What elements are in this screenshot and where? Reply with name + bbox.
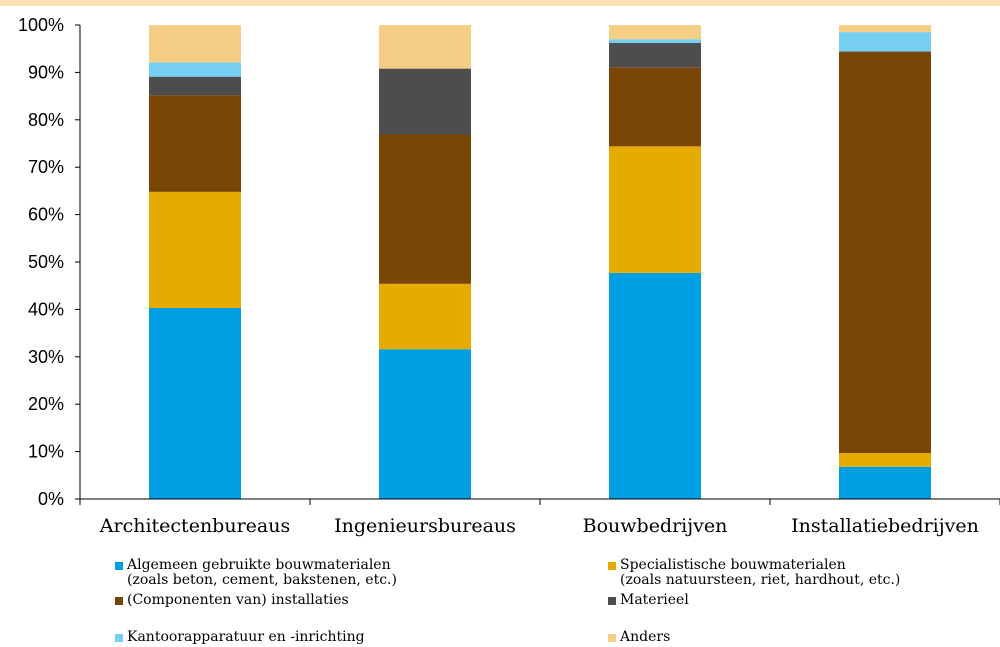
bar-segment-4-series-2: [839, 453, 931, 467]
x-tick-label: Architectenbureaus: [99, 515, 290, 537]
legend-label: (Componenten van) installaties: [127, 592, 349, 608]
axes-group: 0% 10% 20% 30% 40% 50% 60% 70% 80% 90% 100% Archite…: [18, 15, 1000, 537]
legend-swatch: [608, 634, 616, 642]
legend-swatch: [608, 562, 616, 570]
bar-segment-3-series-6: [609, 25, 701, 40]
legend-label: Materieel: [620, 592, 689, 608]
bar-segment-2-series-6: [379, 25, 471, 69]
y-tick-label: 100%: [18, 15, 64, 35]
bar-segment-3-series-5: [609, 39, 701, 44]
y-tick-label: 50%: [28, 252, 64, 272]
y-tick-label: 90%: [28, 62, 64, 82]
bar-segment-3-series-2: [609, 146, 701, 273]
bar-segment-3-series-4: [609, 43, 701, 68]
bar-segment-3-series-3: [609, 67, 701, 147]
x-tick-label: Installatiebedrijven: [791, 515, 979, 537]
bar-segment-2-series-3: [379, 134, 471, 284]
y-tick-label: 0%: [38, 489, 64, 509]
bar-segment-1-series-2: [149, 191, 241, 308]
legend-swatch: [608, 597, 616, 605]
y-tick-label: 20%: [28, 394, 64, 414]
bar-segment-3-series-1: [609, 272, 701, 499]
bar-segment-2-series-4: [379, 68, 471, 135]
legend-swatch: [115, 597, 123, 605]
bar-segment-2-series-1: [379, 349, 471, 499]
legend-label: Anders: [620, 629, 671, 645]
bar-segment-1-series-5: [149, 62, 241, 77]
x-tick-label: Bouwbedrijven: [583, 515, 728, 537]
bar-segment-4-series-5: [839, 32, 931, 52]
y-tick-label: 80%: [28, 110, 64, 130]
bar-segment-4-series-1: [839, 466, 931, 499]
y-tick-label: 10%: [28, 442, 64, 462]
y-tick-label: 70%: [28, 157, 64, 177]
bars-group: [149, 25, 931, 499]
stacked-bar-chart: 0% 10% 20% 30% 40% 50% 60% 70% 80% 90% 100% Archite…: [18, 15, 1000, 537]
legend-label: Kantoorapparatuur en -inrichting: [127, 629, 365, 645]
bar-segment-1-series-1: [149, 307, 241, 499]
top-accent-bar: [0, 0, 1000, 6]
bar-segment-1-series-6: [149, 25, 241, 63]
y-tick-label: 60%: [28, 205, 64, 225]
bar-segment-1-series-3: [149, 95, 241, 192]
y-tick-label: 30%: [28, 347, 64, 367]
x-tick-label: Ingenieursbureaus: [334, 515, 516, 537]
bar-segment-1-series-4: [149, 76, 241, 96]
legend-label: Specialistische bouwmaterialen (zoals nat…: [620, 557, 901, 588]
legend-label: Algemeen gebruikte bouwmaterialen (zoals …: [127, 557, 397, 588]
y-tick-label: 40%: [28, 299, 64, 319]
legend-swatch: [115, 634, 123, 642]
bar-segment-4-series-6: [839, 25, 931, 33]
legend-swatch: [115, 562, 123, 570]
bar-segment-4-series-3: [839, 51, 931, 454]
bar-segment-2-series-2: [379, 283, 471, 350]
